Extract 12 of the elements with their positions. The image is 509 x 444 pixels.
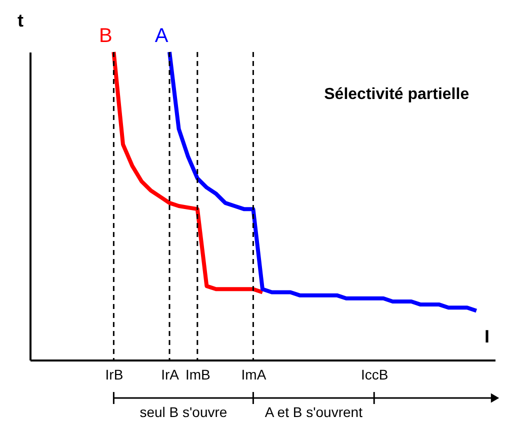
x-tick-label: IccB <box>360 366 388 382</box>
y-axis-title: t <box>18 10 24 30</box>
x-tick-label: IrB <box>105 366 124 382</box>
x-tick-label: IrA <box>161 366 180 382</box>
series-label: A <box>154 25 169 47</box>
x-tick-label: ImB <box>185 366 210 382</box>
text: seul B s'ouvre <box>140 404 228 420</box>
x-tick-label: ImA <box>241 366 267 382</box>
text: A et B s'ouvrent <box>264 404 363 420</box>
x-axis-title: I <box>484 326 490 346</box>
series-label: B <box>99 25 112 47</box>
text: Sélectivité partielle <box>324 86 470 103</box>
